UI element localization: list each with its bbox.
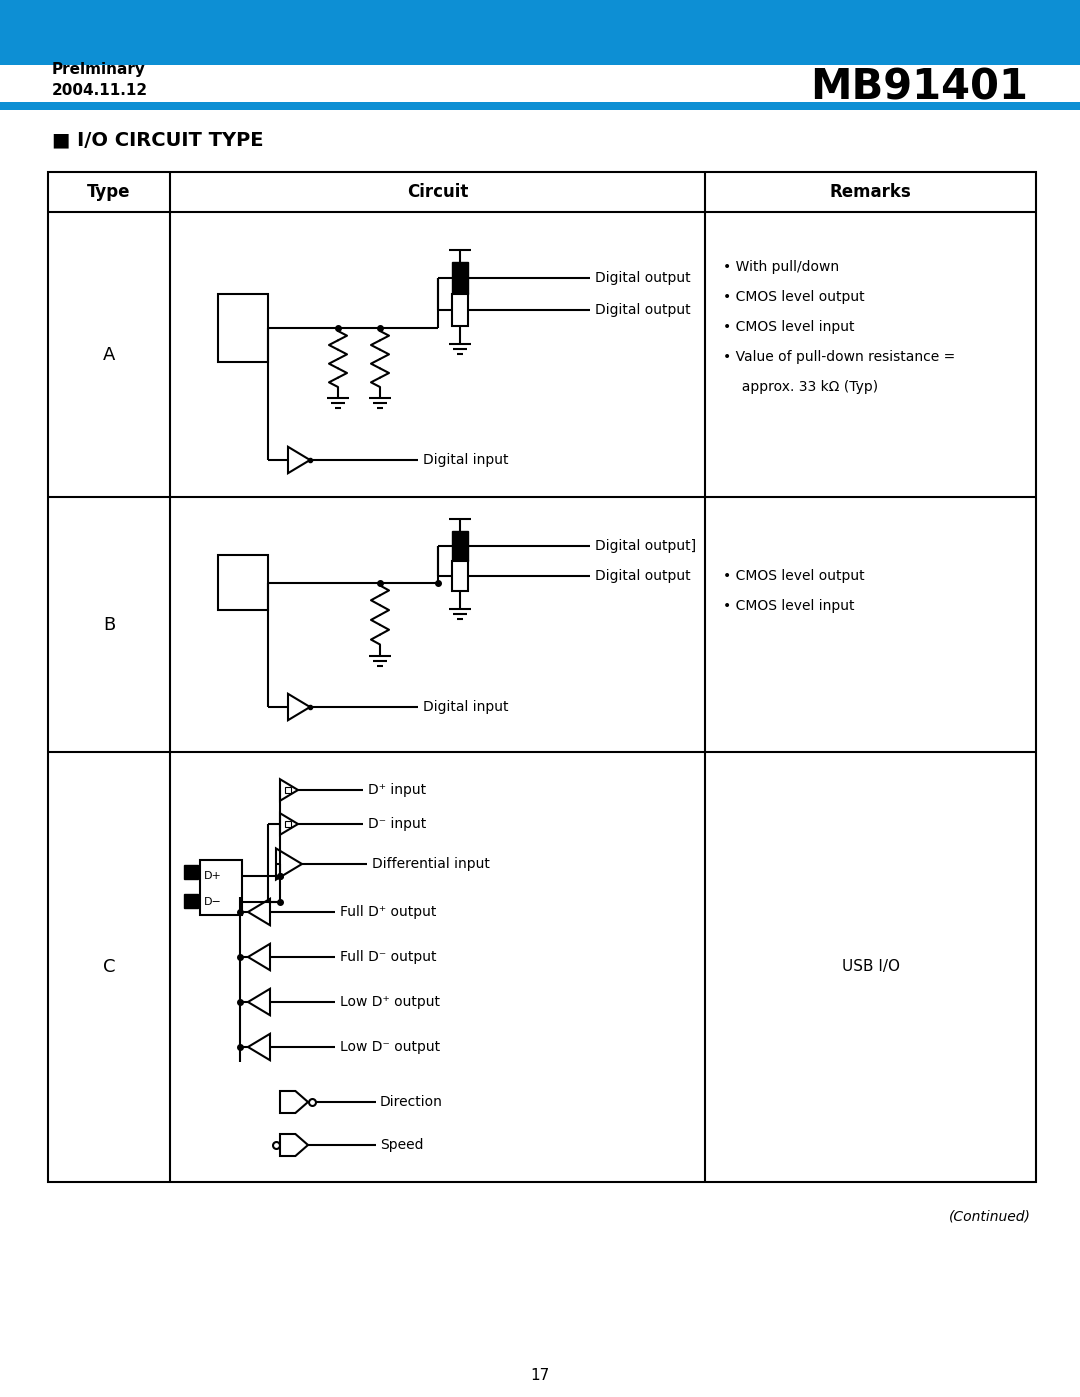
Text: Speed: Speed xyxy=(380,1139,423,1153)
Text: Circuit: Circuit xyxy=(407,183,469,201)
Text: Digital input: Digital input xyxy=(423,700,509,714)
Text: (Continued): (Continued) xyxy=(949,1210,1031,1224)
Bar xyxy=(218,293,268,362)
Text: Low D⁺ output: Low D⁺ output xyxy=(340,995,440,1009)
Bar xyxy=(184,894,198,908)
Text: Remarks: Remarks xyxy=(829,183,912,201)
Text: Digital output: Digital output xyxy=(595,303,690,317)
Text: MB91401: MB91401 xyxy=(810,67,1028,109)
Text: C: C xyxy=(103,958,116,977)
Text: Full D⁻ output: Full D⁻ output xyxy=(340,950,436,964)
Text: approx. 33 kΩ (Typ): approx. 33 kΩ (Typ) xyxy=(733,380,878,394)
Text: • CMOS level input: • CMOS level input xyxy=(723,320,854,334)
Text: Full D⁺ output: Full D⁺ output xyxy=(340,905,436,919)
Bar xyxy=(453,531,468,562)
Bar xyxy=(285,788,291,792)
Bar xyxy=(0,102,1080,110)
Bar xyxy=(0,0,1080,66)
Text: Direction: Direction xyxy=(380,1095,443,1109)
Bar xyxy=(453,263,468,293)
Text: Differential input: Differential input xyxy=(372,856,490,870)
Text: D+: D+ xyxy=(204,870,221,882)
Text: • CMOS level input: • CMOS level input xyxy=(723,599,854,613)
Text: A: A xyxy=(103,345,116,363)
Text: Digital output: Digital output xyxy=(595,569,690,583)
Text: 17: 17 xyxy=(530,1368,550,1383)
Text: USB I/O: USB I/O xyxy=(841,960,900,975)
Bar xyxy=(285,821,291,827)
Text: • With pull/down: • With pull/down xyxy=(723,260,839,274)
Text: B: B xyxy=(103,616,116,633)
Bar xyxy=(453,562,468,591)
Text: D⁻ input: D⁻ input xyxy=(368,817,427,831)
Text: ■ I/O CIRCUIT TYPE: ■ I/O CIRCUIT TYPE xyxy=(52,130,264,149)
Text: • Value of pull-down resistance =: • Value of pull-down resistance = xyxy=(723,351,955,365)
Text: Low D⁻ output: Low D⁻ output xyxy=(340,1039,441,1053)
Text: Type: Type xyxy=(87,183,131,201)
Text: D⁺ input: D⁺ input xyxy=(368,782,427,798)
Text: • CMOS level output: • CMOS level output xyxy=(723,291,865,305)
Text: Digital input: Digital input xyxy=(423,453,509,467)
Text: Digital output: Digital output xyxy=(595,271,690,285)
Text: Digital output]: Digital output] xyxy=(595,539,697,553)
Text: • CMOS level output: • CMOS level output xyxy=(723,569,865,583)
Bar xyxy=(218,555,268,610)
Bar xyxy=(184,865,198,879)
Text: D−: D− xyxy=(204,897,221,907)
Bar xyxy=(453,293,468,326)
Text: Prelminary: Prelminary xyxy=(52,61,146,77)
Bar xyxy=(48,172,1036,1182)
Text: 2004.11.12: 2004.11.12 xyxy=(52,82,148,98)
Bar xyxy=(200,861,242,915)
